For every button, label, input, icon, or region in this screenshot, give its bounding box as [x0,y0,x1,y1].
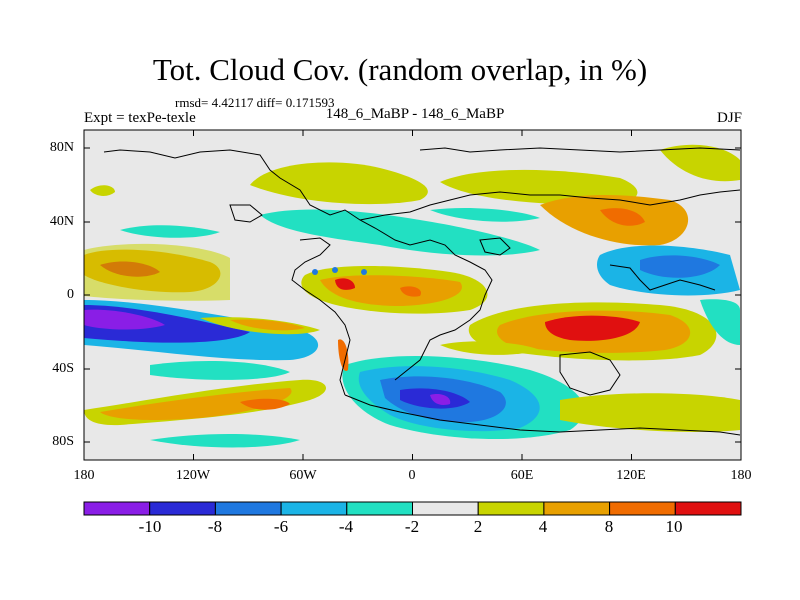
field-patch [335,278,355,290]
field-patch [230,319,305,331]
colorbar-label: 2 [473,517,483,536]
field-patch [150,434,300,448]
colorbar-label: 8 [604,517,614,536]
colorbar-label: -4 [338,517,354,536]
x-tick-label: 0 [408,468,416,483]
x-tick-label: 120E [616,468,646,483]
colorbar-swatch [214,501,282,516]
y-tick-label: 80S [52,434,74,449]
field-patch [660,144,740,182]
x-tick-label: 60E [510,468,534,483]
field-patch [120,225,220,238]
axis-ticks [83,130,742,460]
colorbar-label: -2 [404,517,420,536]
x-tick-label: 180 [730,468,752,483]
y-tick-label: 40S [52,361,74,376]
colorbar-label: 10 [665,517,683,536]
colorbar-swatch [346,501,413,516]
colorbar [83,501,742,516]
colorbar-swatch [83,501,151,516]
colorbar-swatch [477,501,545,516]
colorbar-swatch [543,501,611,516]
season-label: DJF [716,110,742,126]
colorbar-swatch [609,501,676,516]
coastlines [103,147,741,436]
field-patch [332,267,338,273]
field-patch [90,185,115,196]
stats-label: rmsd= 4.42117 diff= 0.171593 [175,95,335,110]
field-patch [430,207,540,222]
map-field [84,130,741,460]
colorbar-label: -6 [273,517,289,536]
field-patch [320,275,462,306]
colorbar-label: -10 [138,517,162,536]
y-tick-label: 80N [49,140,74,155]
field-patch [700,299,740,345]
field-patch [84,243,230,301]
field-patch [545,315,640,341]
case-label: 148_6_MaBP - 148_6_MaBP [325,106,505,122]
field-patch [640,255,720,278]
field-patch [240,398,290,410]
field-patch [100,388,292,420]
x-tick-label: 120W [175,468,211,483]
field-patch [312,269,318,275]
experiment-label: Expt = texPe-texle [84,110,196,126]
y-tick-label: 40N [49,214,74,229]
field-patch [84,309,165,330]
colorbar-swatch [412,501,479,516]
field-patch [260,209,540,256]
field-patch [600,208,645,226]
colorbar-swatch [149,501,216,516]
field-patch [338,339,349,371]
field-patch [361,269,367,275]
field-patch [440,341,540,355]
field-patch [150,360,290,380]
field-patch [400,286,421,297]
field-patch [560,393,740,432]
colorbar-label: 4 [538,517,548,536]
x-tick-label: 60W [289,468,317,483]
x-tick-label: 180 [73,468,95,483]
plot-title: Tot. Cloud Cov. (random overlap, in %) [152,52,648,87]
colorbar-swatch [280,501,348,516]
y-tick-label: 0 [67,287,74,302]
colorbar-swatch [674,501,742,516]
field-patch [250,162,428,205]
colorbar-label: -8 [207,517,223,536]
field-patch [430,394,451,405]
